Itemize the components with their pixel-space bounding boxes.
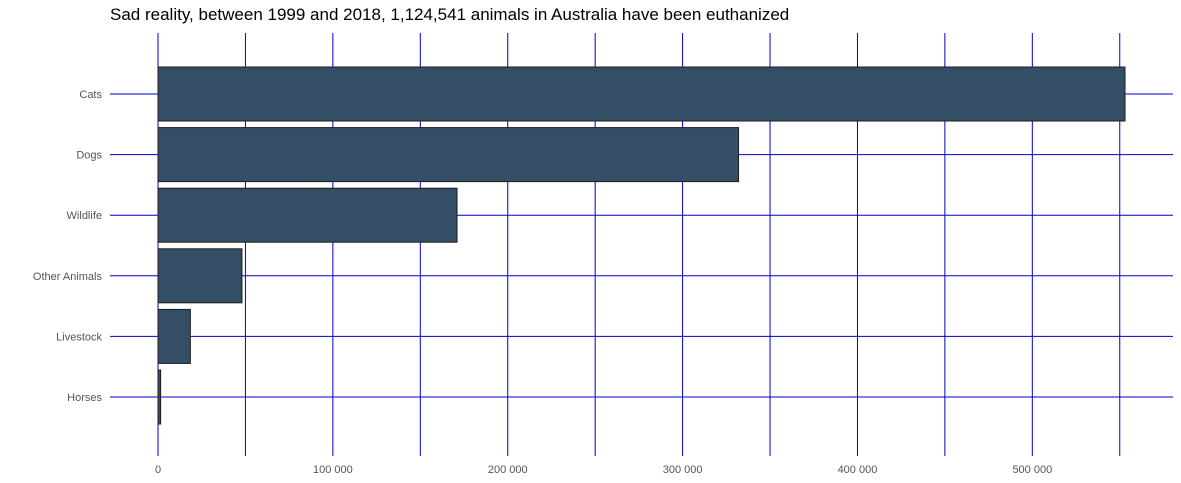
chart-title: Sad reality, between 1999 and 2018, 1,12… [110,5,790,24]
bar-dogs [157,127,740,183]
y-tick-label: Livestock [56,331,102,343]
y-tick-label: Wildlife [67,210,102,222]
x-tick-label: 200 000 [488,464,528,476]
x-tick-label: 400 000 [838,464,878,476]
x-tick-label: 300 000 [663,464,703,476]
x-axis-labels: 0 100 000 200 000 300 000 400 000 500 000 [155,464,1052,476]
x-tick-label: 500 000 [1012,464,1052,476]
bar-cats [157,66,1126,122]
x-tick-label: 0 [155,464,161,476]
x-tick-label: 100 000 [313,464,353,476]
bar-other-animals [157,248,243,304]
y-tick-label: Cats [79,89,102,101]
y-axis-labels: Cats Dogs Wildlife Other Animals Livestock Ho… [33,89,103,404]
y-tick-label: Other Animals [33,271,103,283]
bar-wildlife [157,187,458,243]
bars [157,66,1126,425]
y-tick-label: Dogs [76,150,102,162]
bar-livestock [157,308,191,364]
bar-horses [157,369,162,425]
y-tick-label: Horses [67,392,102,404]
